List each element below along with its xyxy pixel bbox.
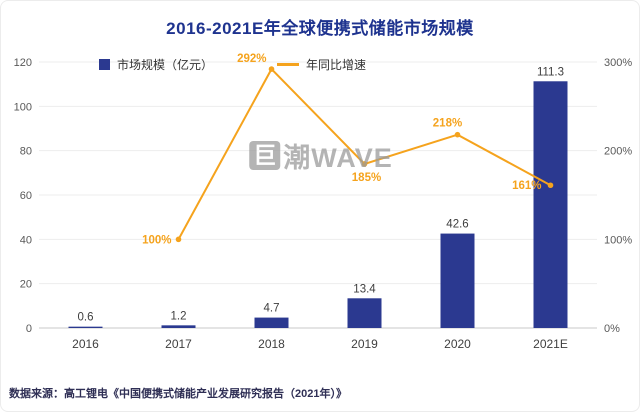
bar-value-label: 1.2 (171, 310, 187, 322)
growth-value-label: 185% (352, 172, 381, 184)
bar-value-label: 42.6 (446, 219, 468, 231)
x-axis-label: 2018 (258, 337, 285, 351)
bar (533, 81, 568, 328)
growth-point (547, 182, 554, 189)
growth-value-label: 218% (433, 118, 462, 130)
bar (68, 326, 103, 328)
bar (440, 233, 475, 328)
left-axis-tick-label: 60 (20, 190, 32, 202)
chart-canvas: 0 20 40 60 80 100 120 0% 100% 200% 300% 2016 2017 201… (14, 53, 633, 351)
bar-value-label: 111.3 (537, 66, 564, 78)
left-axis-tick-label: 20 (20, 279, 32, 291)
bar-value-label: 13.4 (353, 283, 376, 295)
bar (161, 325, 196, 328)
x-axis-label: 2020 (444, 337, 471, 351)
left-axis-tick-label: 120 (14, 57, 32, 69)
bar-value-label: 4.7 (264, 303, 280, 315)
x-axis-label: 2019 (351, 337, 378, 351)
left-axis-tick-label: 40 (20, 234, 32, 246)
left-axis-tick-label: 80 (20, 146, 32, 158)
left-axis-tick-label: 100 (14, 101, 32, 113)
chart-title: 2016-2021E年全球便携式储能市场规模 (166, 19, 474, 38)
growth-value-label: 161% (512, 180, 541, 192)
chart-area: 0 20 40 60 80 100 120 0% 100% 200% 300% 2016 2017 201… (1, 40, 639, 370)
x-axis-label: 2016 (72, 337, 99, 351)
growth-point (268, 66, 275, 72)
growth-line (177, 67, 551, 240)
bar-value-label: 0.6 (78, 312, 94, 324)
right-axis-tick-label: 100% (604, 234, 632, 246)
data-source: 数据来源：高工锂电《中国便携式储能产业发展研究报告（2021年）》 (9, 388, 347, 400)
right-axis-tick-label: 300% (604, 57, 632, 69)
bar (347, 298, 382, 328)
growth-point (361, 161, 368, 167)
growth-point (175, 236, 182, 243)
growth-value-label: 100% (142, 234, 171, 246)
growth-point (454, 131, 461, 138)
right-axis-tick-label: 200% (604, 146, 632, 158)
bar (254, 317, 289, 328)
growth-value-label: 292% (237, 53, 266, 65)
left-axis-tick-label: 0 (26, 323, 32, 335)
right-axis-tick-label: 0% (604, 323, 620, 335)
x-axis-label: 2021E (533, 337, 568, 351)
x-axis-label: 2017 (165, 337, 192, 351)
